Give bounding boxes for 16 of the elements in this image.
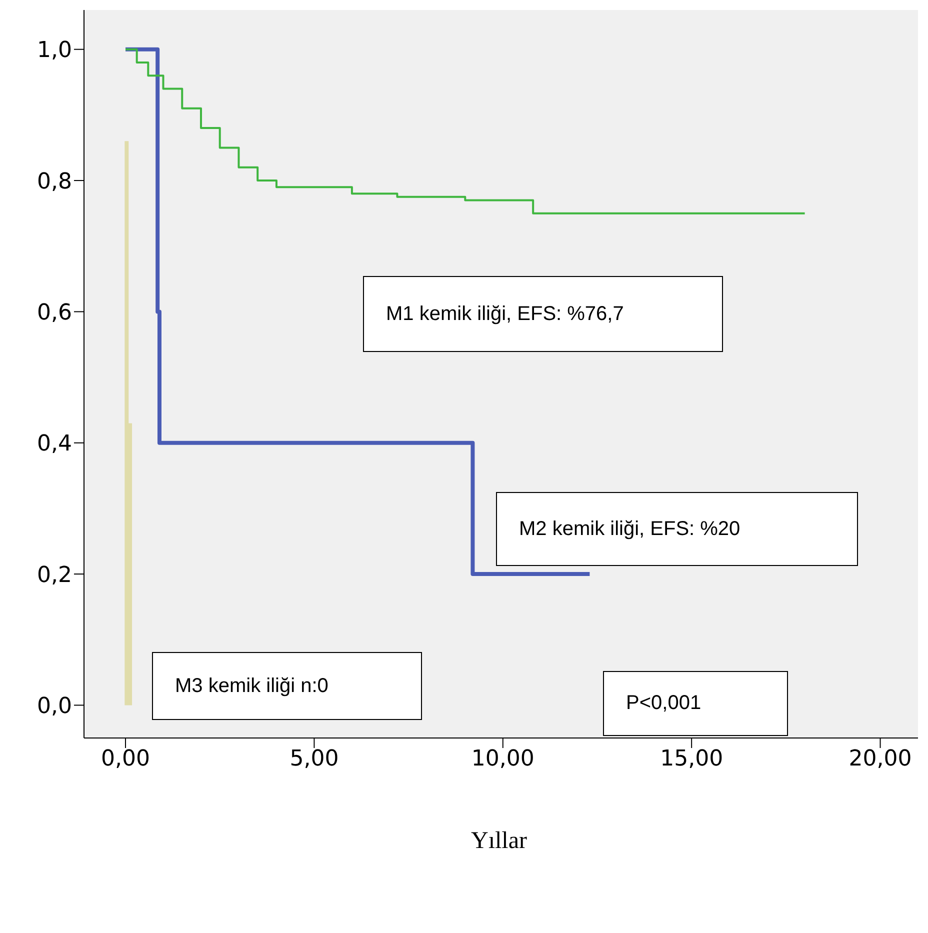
y-tick-label: 0,2 xyxy=(37,562,72,588)
note-box: M3 kemik iliği n:0 xyxy=(152,652,422,720)
x-axis-title: Yıllar xyxy=(470,828,528,855)
x-tick-label: 15,00 xyxy=(660,746,724,772)
y-tick-label: 1,0 xyxy=(37,38,72,64)
y-tick-label: 0,8 xyxy=(37,169,72,194)
y-tick-label: 0,6 xyxy=(37,300,72,326)
note-box: M1 kemik iliği, EFS: %76,7 xyxy=(363,276,723,352)
y-tick-label: 0,4 xyxy=(37,432,72,457)
x-tick-label: 0,00 xyxy=(101,746,150,772)
note-box: M2 kemik iliği, EFS: %20 xyxy=(496,492,858,566)
x-tick-label: 20,00 xyxy=(848,746,912,772)
y-tick-label: 0,0 xyxy=(37,694,72,720)
x-tick-label: 10,00 xyxy=(471,746,534,772)
note-box: P<0,001 xyxy=(603,671,788,736)
x-tick-label: 5,00 xyxy=(290,746,339,772)
